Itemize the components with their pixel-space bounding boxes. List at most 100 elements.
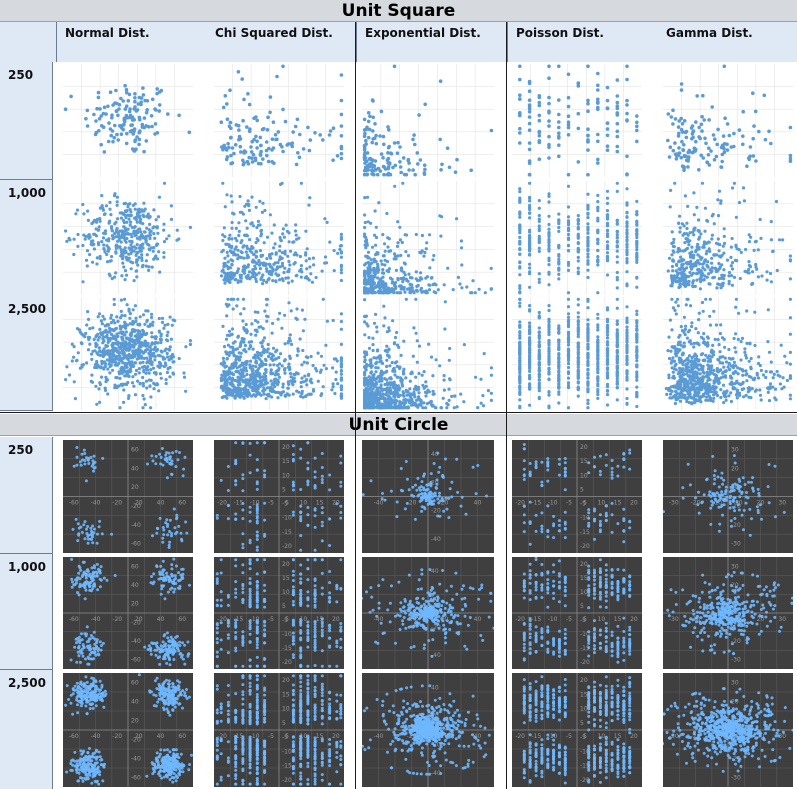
data-point xyxy=(118,345,122,349)
data-point xyxy=(737,128,742,132)
data-point xyxy=(557,143,561,147)
data-point xyxy=(120,274,124,278)
data-point xyxy=(363,298,367,302)
data-point xyxy=(625,228,629,232)
data-point xyxy=(339,377,343,381)
data-point xyxy=(103,229,108,233)
data-point xyxy=(566,232,571,237)
data-point xyxy=(566,381,571,385)
data-point xyxy=(234,277,238,282)
data-point xyxy=(95,220,99,224)
data-point xyxy=(129,243,133,247)
data-point xyxy=(244,350,248,354)
data-point xyxy=(392,366,396,370)
data-point xyxy=(133,304,137,308)
data-point xyxy=(382,172,386,177)
data-point xyxy=(369,365,373,369)
data-point xyxy=(125,372,129,376)
data-point xyxy=(241,268,245,272)
data-point xyxy=(422,370,426,374)
data-point xyxy=(625,103,629,107)
data-point xyxy=(264,370,268,374)
data-point xyxy=(121,261,125,265)
data-point xyxy=(258,379,262,383)
data-point xyxy=(383,316,387,320)
data-point xyxy=(382,406,386,410)
data-point xyxy=(635,253,639,257)
data-point xyxy=(674,157,679,161)
data-point xyxy=(387,267,391,271)
data-point xyxy=(137,137,142,142)
data-point xyxy=(705,249,709,253)
data-point xyxy=(105,334,109,338)
data-point xyxy=(721,244,725,248)
data-point xyxy=(244,250,248,254)
column-divider xyxy=(355,22,356,789)
data-point xyxy=(373,233,377,237)
data-point xyxy=(698,255,702,259)
data-point xyxy=(116,138,120,142)
data-point xyxy=(727,133,732,138)
data-point xyxy=(368,382,372,386)
data-point xyxy=(168,315,172,319)
data-point xyxy=(244,219,248,223)
data-point xyxy=(256,320,260,324)
data-point xyxy=(470,291,474,295)
row-label-circle-1000: 1,000 xyxy=(0,554,53,670)
data-point xyxy=(168,345,172,349)
data-point xyxy=(121,350,126,354)
data-point xyxy=(124,141,129,146)
data-point xyxy=(146,359,150,363)
data-point xyxy=(528,247,532,251)
data-point xyxy=(366,250,371,254)
data-point xyxy=(605,144,610,148)
data-point xyxy=(231,259,235,263)
data-point xyxy=(741,134,745,138)
data-point xyxy=(377,284,381,288)
data-point xyxy=(124,330,128,334)
data-point xyxy=(252,379,256,383)
data-point xyxy=(230,376,235,380)
data-point xyxy=(388,288,392,292)
data-point xyxy=(557,253,561,257)
data-point xyxy=(670,253,674,257)
data-point xyxy=(596,219,600,223)
data-point xyxy=(125,365,129,369)
data-point xyxy=(364,142,368,146)
data-point xyxy=(576,315,580,319)
data-point xyxy=(149,114,154,118)
data-point xyxy=(312,263,316,267)
data-point xyxy=(230,237,234,241)
data-point xyxy=(231,307,235,311)
data-point xyxy=(596,161,600,165)
data-point xyxy=(122,346,126,351)
data-point xyxy=(255,273,259,277)
data-point xyxy=(129,332,133,336)
data-point xyxy=(459,246,464,250)
data-point xyxy=(363,376,367,380)
data-point xyxy=(128,316,132,320)
data-point xyxy=(389,401,393,406)
data-point xyxy=(386,236,390,240)
data-point xyxy=(374,380,378,385)
data-point xyxy=(268,95,273,99)
data-point xyxy=(220,377,224,381)
data-point xyxy=(756,248,760,252)
data-point xyxy=(145,99,150,103)
data-point xyxy=(133,342,137,346)
data-point xyxy=(308,379,312,383)
scatter-square-gamma-1000 xyxy=(663,181,793,295)
data-point xyxy=(363,360,367,364)
data-point xyxy=(94,119,98,123)
data-point xyxy=(586,228,590,232)
data-point xyxy=(691,256,695,260)
data-point xyxy=(229,153,233,158)
data-point xyxy=(320,269,324,273)
data-point xyxy=(406,406,410,410)
data-point xyxy=(235,356,239,360)
data-point xyxy=(615,94,620,98)
data-point xyxy=(157,360,162,364)
data-point xyxy=(172,360,176,364)
data-point xyxy=(324,261,329,265)
data-point xyxy=(489,128,494,133)
